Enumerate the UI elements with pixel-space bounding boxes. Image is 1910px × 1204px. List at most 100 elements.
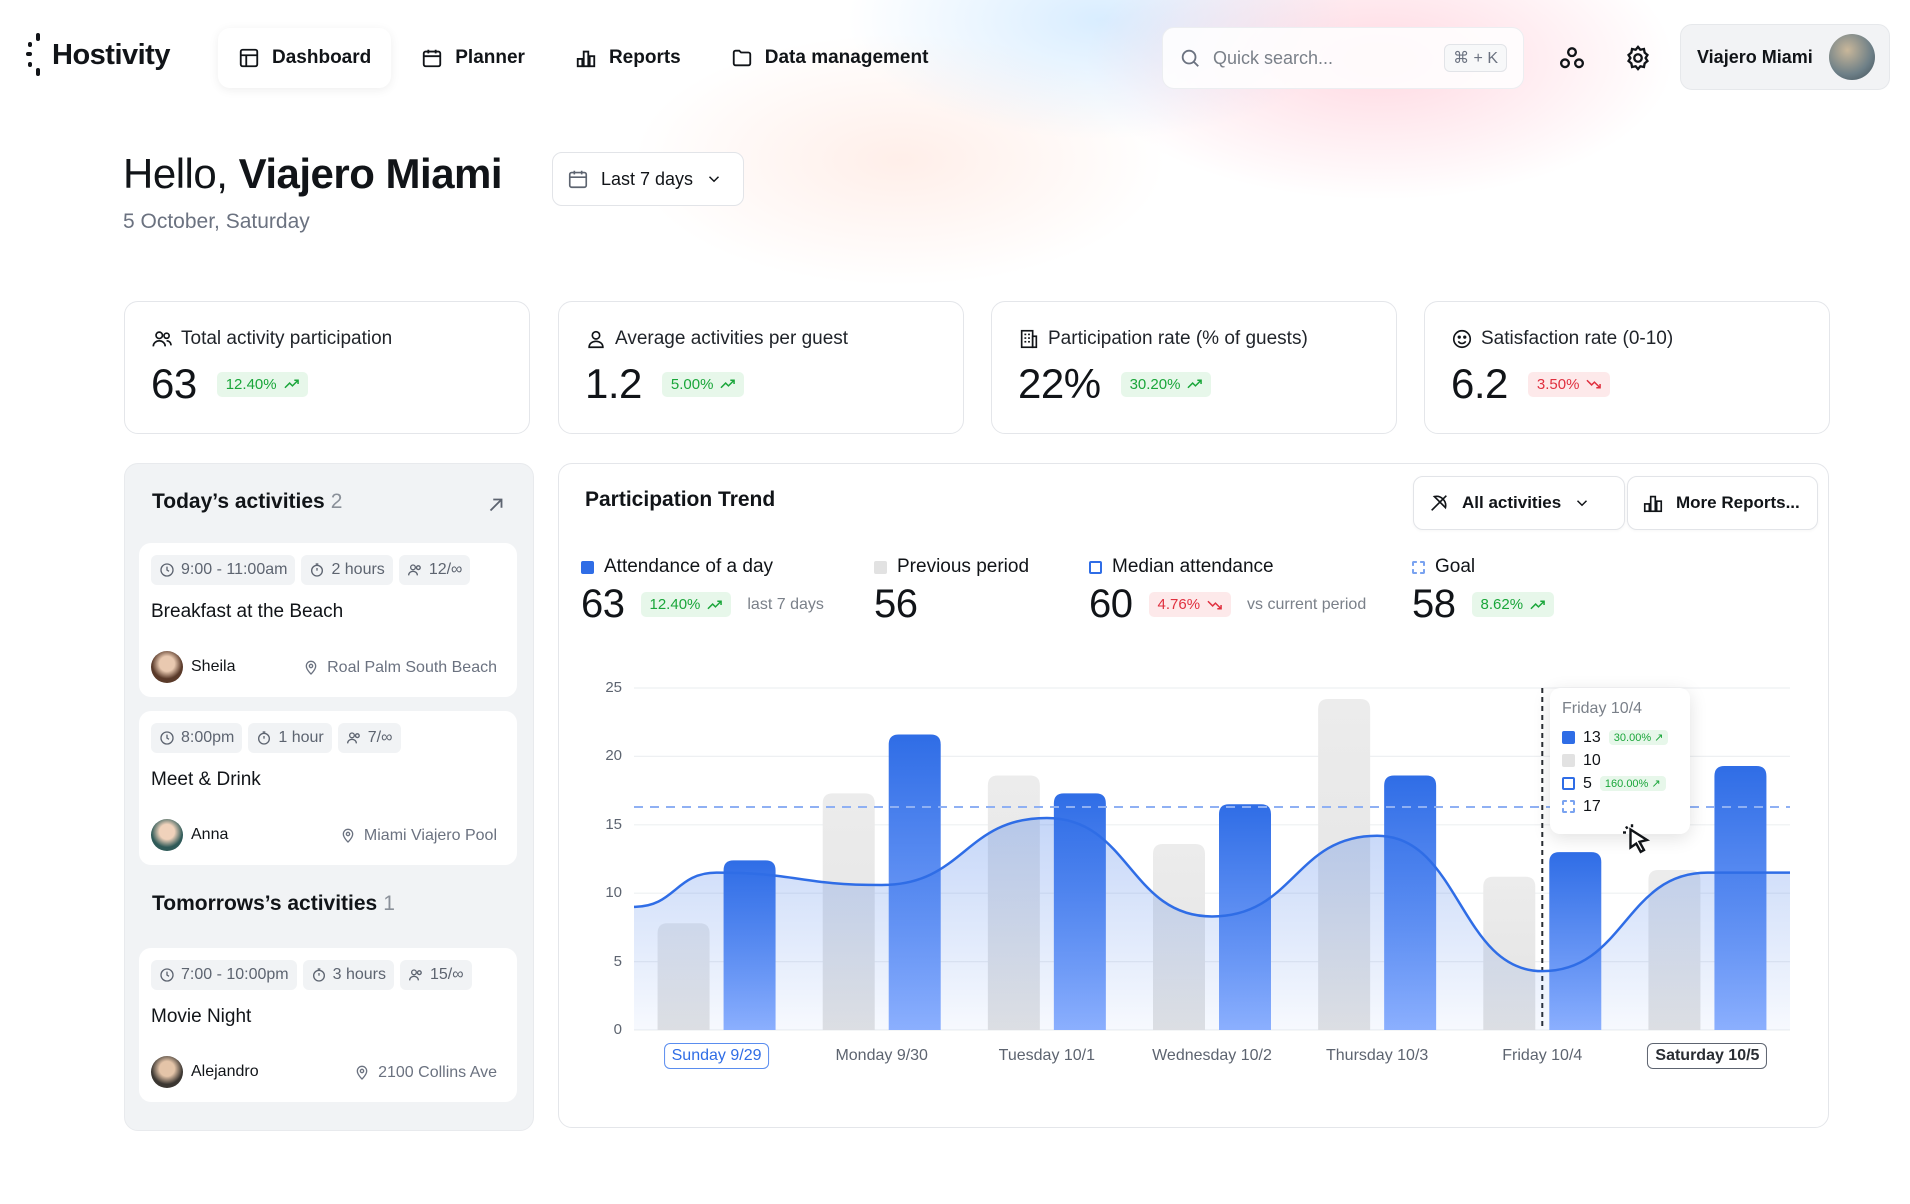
cursor-icon — [1623, 824, 1651, 854]
kpi-label: Average activities per guest — [615, 328, 849, 349]
search-shortcut: ⌘ + K — [1444, 44, 1507, 72]
legend-previous: Previous period 56 — [874, 556, 1030, 626]
legend-value: 58 — [1412, 582, 1456, 626]
settings-button[interactable] — [1618, 38, 1658, 78]
clock-icon — [160, 968, 174, 982]
activity-title: Breakfast at the Beach — [151, 601, 344, 622]
trend-down-icon — [1586, 379, 1602, 389]
quick-search[interactable]: Quick search... ⌘ + K — [1162, 27, 1524, 89]
top-bar: Hostivity Dashboard Planner Reports Data… — [0, 0, 1910, 116]
trend-up-icon — [284, 379, 299, 389]
kpi-label: Satisfaction rate (0-10) — [1481, 328, 1674, 349]
capacity-chip: 15/∞ — [400, 960, 472, 990]
dashboard-icon — [239, 48, 259, 68]
open-arrow-icon[interactable] — [485, 494, 507, 516]
more-reports-button[interactable]: More Reports... — [1627, 476, 1818, 530]
today-count: 2 — [330, 490, 343, 513]
x-tick-label[interactable]: Friday 10/4 — [1502, 1047, 1583, 1064]
avatar — [151, 819, 183, 851]
umbrella-icon — [1431, 495, 1447, 511]
trend-up-icon — [707, 600, 723, 609]
activity-title: Meet & Drink — [151, 769, 261, 790]
nav-dashboard[interactable]: Dashboard — [218, 28, 392, 88]
duration-chip: 3 hours — [302, 960, 394, 990]
legend-swatch — [874, 560, 887, 574]
duration-chip: 1 hour — [248, 723, 332, 753]
trend-up-icon — [720, 379, 736, 389]
logo-mark-icon — [26, 30, 48, 80]
kpi-value: 22% — [1018, 360, 1101, 407]
trend-badge: 30.00% ↗ — [1608, 730, 1669, 745]
x-tick-label[interactable]: Thursday 10/3 — [1326, 1047, 1429, 1064]
y-tick-label: 25 — [605, 679, 622, 696]
current-date: 5 October, Saturday — [123, 210, 310, 233]
user-name: Viajero Miami — [1697, 46, 1813, 67]
trend-badge: 30.20% — [1120, 371, 1212, 397]
trend-badge: 12.40% — [640, 592, 732, 617]
time-chip: 8:00pm — [151, 723, 243, 753]
chevron-down-icon — [1577, 500, 1588, 507]
trend-up-icon — [1530, 600, 1545, 609]
avatar — [1829, 34, 1875, 80]
kpi-label: Total activity participation — [181, 328, 393, 349]
tooltip-row: 17 — [1562, 795, 1678, 818]
tomorrow-title: Tomorrows’s activities 1 — [152, 892, 395, 915]
nav-label: Reports — [608, 47, 681, 68]
clock-icon — [160, 731, 174, 745]
legend-note: last 7 days — [747, 595, 824, 613]
chart-title: Participation Trend — [585, 488, 776, 511]
date-range-select[interactable]: Last 7 days — [552, 152, 744, 206]
integrations-icon — [1559, 47, 1585, 69]
x-tick-label[interactable]: Sunday 9/29 — [663, 1043, 770, 1069]
y-tick-label: 15 — [605, 815, 622, 833]
x-tick-label[interactable]: Saturday 10/5 — [1647, 1043, 1768, 1069]
trend-badge: 8.62% — [1471, 592, 1555, 617]
legend-value: 56 — [874, 582, 918, 626]
bar-chart-icon — [1643, 495, 1663, 513]
time-chip: 7:00 - 10:00pm — [151, 960, 297, 990]
activity-card[interactable]: 8:00pm 1 hour 7/∞ Meet & Drink Anna Miam… — [139, 711, 517, 865]
location-pin-icon — [342, 828, 354, 843]
activity-filter-select[interactable]: All activities — [1413, 476, 1625, 530]
activity-host: Alejandro — [151, 1056, 259, 1088]
user-menu[interactable]: Viajero Miami — [1680, 24, 1890, 90]
greeting-hello: Hello, — [123, 150, 228, 197]
activity-location: Roal Palm South Beach — [303, 659, 497, 677]
integrations-button[interactable] — [1552, 38, 1592, 78]
legend-swatch — [1412, 560, 1425, 574]
kpi-participation-rate: Participation rate (% of guests) 22% 30.… — [991, 301, 1397, 434]
x-tick-label[interactable]: Monday 9/30 — [835, 1047, 928, 1064]
activity-card[interactable]: 9:00 - 11:00am 2 hours 12/∞ Breakfast at… — [139, 543, 517, 697]
kpi-satisfaction: Satisfaction rate (0-10) 6.2 3.50% — [1424, 301, 1830, 434]
stopwatch-icon — [312, 968, 325, 982]
avatar — [151, 651, 183, 683]
date-range-label: Last 7 days — [601, 168, 694, 189]
activity-card[interactable]: 7:00 - 10:00pm 3 hours 15/∞ Movie Night … — [139, 948, 517, 1102]
nav-label: Dashboard — [272, 47, 372, 68]
trend-badge: 3.50% — [1527, 371, 1611, 397]
activity-host: Sheila — [151, 651, 235, 683]
nav-reports[interactable]: Reports — [555, 28, 701, 88]
kpi-total-participation: Total activity participation 63 12.40% — [124, 301, 530, 434]
kpi-avg-activities: Average activities per guest 1.2 5.00% — [558, 301, 964, 434]
search-placeholder: Quick search... — [1213, 47, 1334, 68]
nav-label: Data management — [764, 47, 929, 68]
x-tick-label[interactable]: Tuesday 10/1 — [998, 1047, 1096, 1064]
greeting: Hello, Viajero Miami — [123, 150, 503, 198]
y-tick-label: 10 — [605, 884, 622, 902]
legend-note: vs current period — [1247, 595, 1367, 613]
nav-planner[interactable]: Planner — [401, 28, 545, 88]
avatar — [151, 1056, 183, 1088]
nav-label: Planner — [455, 47, 525, 68]
location-pin-icon — [356, 1065, 368, 1080]
activity-location: 2100 Collins Ave — [354, 1064, 497, 1082]
logo[interactable]: Hostivity — [26, 30, 170, 80]
trend-down-icon — [1207, 600, 1222, 609]
x-tick-label[interactable]: Wednesday 10/2 — [1152, 1047, 1272, 1064]
nav-data-management[interactable]: Data management — [711, 28, 949, 88]
capacity-chip: 7/∞ — [337, 723, 401, 753]
greeting-name: Viajero Miami — [238, 150, 503, 197]
activity-title: Movie Night — [151, 1006, 252, 1027]
stopwatch-icon — [258, 731, 271, 745]
legend-attendance: Attendance of a day 63 12.40% last 7 day… — [581, 556, 824, 626]
